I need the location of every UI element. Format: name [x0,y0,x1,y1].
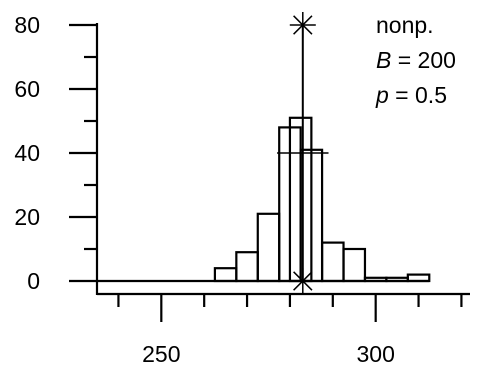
axes-layer: 0 20 40 60 80 250 300 [14,12,470,367]
histogram-bar-5 [320,241,345,283]
histogram-bar-1 [235,251,259,283]
annotation-bootstrap-count: B = 200 [376,47,456,73]
bars-layer [213,116,431,283]
x-tick-label: 250 [142,341,180,367]
histogram-bar-6 [342,247,367,283]
annotation-b-symbol: B [376,47,391,73]
x-tick-label: 300 [356,341,394,367]
y-tick-label: 60 [14,76,40,102]
histogram-bar-0 [213,267,238,283]
annotation-method: nonp. [376,12,434,38]
annotation-b-value: = 200 [391,47,456,73]
reference-bottom-marker [289,268,316,294]
y-tick-label: 80 [14,12,40,38]
reference-top-marker [289,12,316,38]
annotation-layer: nonp. B = 200 p = 0.5 [375,12,456,108]
annotation-probability: p = 0.5 [375,82,447,108]
reference-marks-layer [277,12,329,294]
y-tick-label: 0 [27,268,40,294]
annotation-p-value: = 0.5 [389,82,447,108]
y-tick-label: 40 [14,140,40,166]
star-stroke [293,15,313,35]
annotation-p-symbol: p [375,82,389,108]
y-tick-label: 20 [14,204,40,230]
star-stroke [293,271,313,291]
histogram-bar-2 [256,212,281,283]
